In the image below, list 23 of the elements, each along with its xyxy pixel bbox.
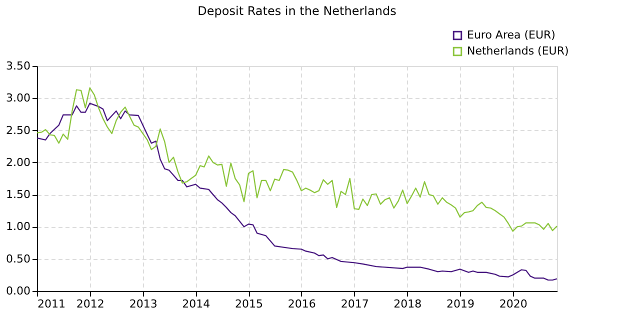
line-series	[36, 102, 558, 281]
line-series	[36, 87, 558, 232]
y-tick-label: 3.50	[6, 60, 30, 72]
x-tick-label: 2013	[129, 298, 158, 310]
legend-label: Euro Area (EUR)	[467, 28, 556, 42]
chart-title: Deposit Rates in the Netherlands	[198, 4, 396, 18]
x-tick-label: 2014	[182, 298, 210, 310]
y-tick-label: 3.00	[6, 92, 30, 105]
y-tick-label: 0.50	[6, 252, 30, 266]
x-tick-label: 2020	[499, 298, 528, 310]
y-tick-label: 2.00	[6, 156, 30, 169]
x-tick-label: 2016	[288, 298, 316, 310]
y-tick-label: 1.00	[6, 220, 30, 234]
y-tick-label: 0.00	[6, 284, 30, 298]
y-tick-label: 1.50	[6, 188, 30, 202]
x-tick-label: 2019	[446, 298, 475, 310]
y-tick-label: 2.50	[6, 124, 30, 137]
x-tick-label: 2011	[38, 298, 66, 310]
legend-label: Netherlands (EUR)	[467, 44, 569, 58]
x-tick-label: 2015	[235, 298, 264, 310]
x-tick-label: 2018	[394, 298, 422, 310]
x-tick-label: 2012	[76, 298, 104, 310]
x-tick-label: 2017	[340, 298, 369, 310]
